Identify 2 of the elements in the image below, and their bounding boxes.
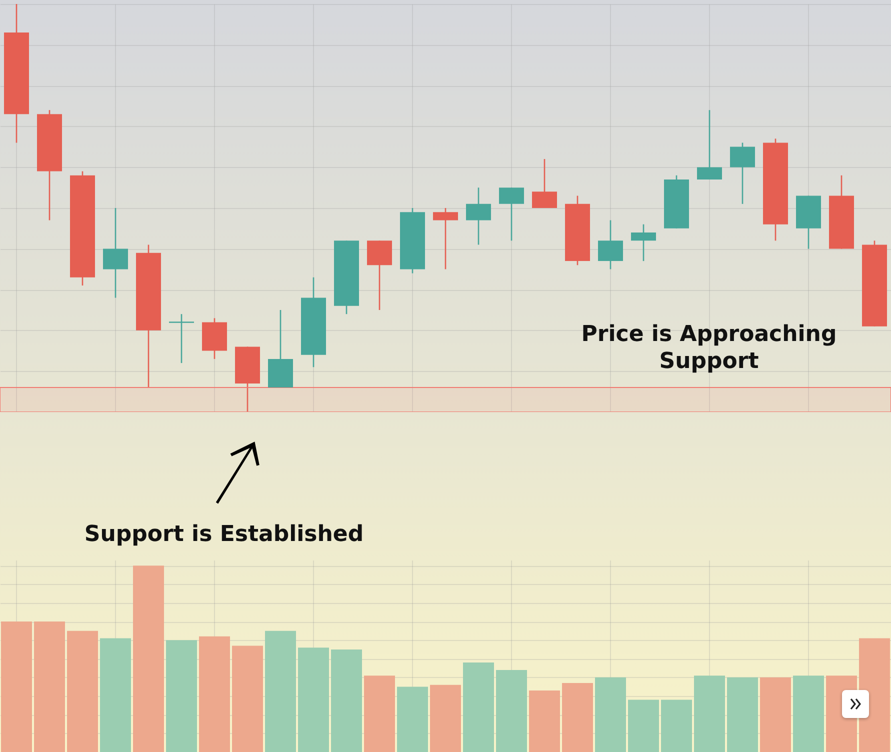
annotation: Price is Approaching Support [580, 321, 838, 375]
text: Support is Established [83, 520, 365, 548]
